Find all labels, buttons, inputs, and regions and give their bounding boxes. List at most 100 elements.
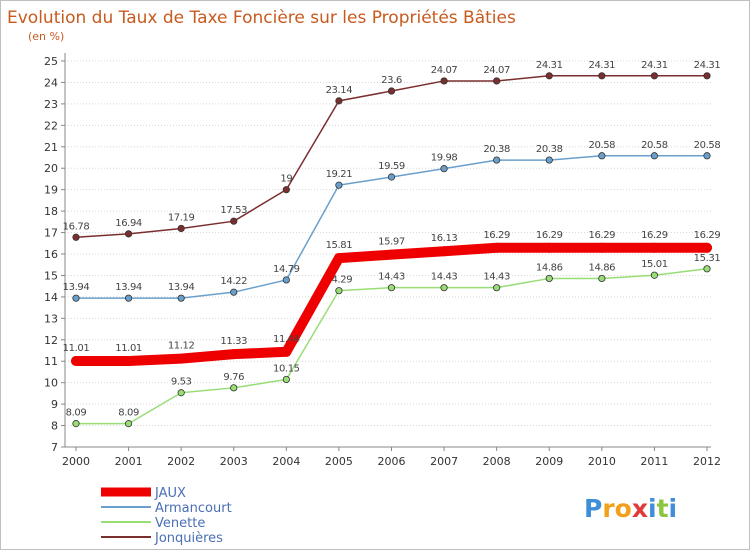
y-tick-label: 10 bbox=[44, 377, 58, 390]
data-label: 11.12 bbox=[168, 341, 195, 352]
data-point bbox=[598, 72, 606, 80]
x-tick-label: 2011 bbox=[640, 455, 668, 468]
y-tick-label: 19 bbox=[44, 184, 58, 197]
axes bbox=[64, 53, 711, 448]
data-label: 14.29 bbox=[326, 275, 353, 286]
data-label: 17.19 bbox=[168, 212, 195, 223]
data-point bbox=[177, 224, 185, 233]
y-tick-label: 22 bbox=[44, 119, 58, 132]
x-tick-label: 2003 bbox=[220, 455, 248, 468]
y-tick-label: 20 bbox=[44, 162, 58, 175]
data-point bbox=[282, 276, 290, 284]
data-point bbox=[282, 375, 290, 384]
data-label: 16.13 bbox=[431, 233, 458, 244]
data-point bbox=[230, 217, 238, 225]
data-label: 20.58 bbox=[641, 140, 668, 151]
data-label: 8.09 bbox=[118, 408, 139, 419]
data-label: 14.86 bbox=[536, 262, 563, 273]
data-label: 14.43 bbox=[431, 272, 458, 283]
y-tick-label: 12 bbox=[44, 334, 58, 347]
x-tick-label: 2006 bbox=[378, 455, 406, 468]
data-point bbox=[282, 186, 290, 194]
x-tick-label: 2007 bbox=[430, 455, 458, 468]
data-label: 16.29 bbox=[483, 230, 510, 241]
data-point bbox=[596, 242, 607, 253]
data-label: 24.31 bbox=[589, 60, 616, 71]
y-axis-label: (en %) bbox=[28, 30, 64, 43]
y-tick-label: 15 bbox=[44, 269, 58, 282]
data-label: 15.01 bbox=[641, 259, 668, 270]
x-tick-label: 2001 bbox=[115, 455, 143, 468]
data-label: 14.43 bbox=[483, 272, 510, 283]
data-label: 13.94 bbox=[168, 282, 195, 293]
proxiti-logo: Proxiti bbox=[584, 494, 677, 523]
x-tick-label: 2012 bbox=[693, 455, 721, 468]
series-venette: 8.09 8.09 9.53 9.76 10.15 14.29 14.43 14.43 14.4… bbox=[66, 253, 721, 428]
data-point bbox=[228, 349, 239, 360]
data-label: 24.31 bbox=[694, 60, 721, 71]
data-label: 11.44 bbox=[273, 334, 300, 345]
x-tick-label: 2000 bbox=[62, 455, 90, 468]
series-armancourt: 13.94 13.94 13.94 14.22 14.79 19.21 19.59 19.98… bbox=[63, 140, 721, 302]
data-point bbox=[335, 287, 343, 295]
data-point bbox=[598, 274, 606, 283]
data-point bbox=[387, 173, 396, 181]
y-tick-label: 8 bbox=[51, 420, 58, 433]
data-point bbox=[72, 420, 80, 428]
y-tick-label: 14 bbox=[44, 291, 58, 304]
data-label: 11.01 bbox=[115, 343, 142, 354]
data-label: 19.98 bbox=[431, 153, 458, 164]
data-label: 23.14 bbox=[326, 85, 353, 96]
y-tick-label: 11 bbox=[44, 355, 58, 368]
data-point bbox=[493, 156, 501, 164]
y-tick-label: 13 bbox=[44, 312, 58, 325]
data-point bbox=[124, 294, 133, 302]
data-point bbox=[177, 389, 185, 397]
y-tick-label: 17 bbox=[44, 227, 58, 240]
data-label: 19.21 bbox=[326, 169, 353, 180]
data-point bbox=[281, 346, 292, 357]
y-tick-label: 21 bbox=[44, 141, 58, 154]
data-point bbox=[703, 72, 711, 80]
data-label: 11.33 bbox=[220, 336, 247, 347]
y-tick-label: 24 bbox=[44, 76, 58, 89]
x-tick-label: 2008 bbox=[483, 455, 511, 468]
data-label: 20.58 bbox=[589, 140, 616, 151]
series-jonqui-res: 16.78 16.94 17.19 17.53 19 23.14 23.6 24.07 24.0… bbox=[63, 60, 721, 241]
data-label: 16.94 bbox=[115, 218, 142, 229]
data-point bbox=[335, 97, 343, 105]
data-point bbox=[72, 233, 80, 241]
x-tick-label: 2002 bbox=[167, 455, 195, 468]
legend-label: JAUX bbox=[154, 486, 186, 501]
data-point bbox=[545, 156, 553, 164]
series-group: 16.78 16.94 17.19 17.53 19 23.14 23.6 24.07 24.0… bbox=[63, 60, 721, 428]
data-point bbox=[72, 294, 80, 302]
data-point bbox=[703, 265, 711, 273]
x-tick-label: 2004 bbox=[272, 455, 300, 468]
x-tick-label: 2009 bbox=[535, 455, 563, 468]
legend-label: Venette bbox=[155, 516, 205, 531]
data-point bbox=[545, 274, 553, 283]
legend-label: Jonquières bbox=[154, 531, 223, 546]
data-label: 19.59 bbox=[378, 161, 405, 172]
x-ticks: 2000 2001 2002 2003 2004 2005 2006 2007 2008 2009… bbox=[62, 447, 721, 468]
logo-text: Proxiti bbox=[584, 494, 677, 523]
data-point bbox=[230, 384, 238, 392]
data-label: 24.31 bbox=[641, 60, 668, 71]
data-label: 11.01 bbox=[63, 343, 90, 354]
data-label: 16.78 bbox=[63, 221, 90, 232]
data-point bbox=[650, 271, 659, 279]
data-point bbox=[650, 152, 659, 160]
data-label: 16.29 bbox=[694, 230, 721, 241]
data-label: 20.38 bbox=[536, 144, 563, 155]
data-point bbox=[703, 152, 711, 160]
data-label: 20.38 bbox=[483, 144, 510, 155]
data-label: 16.29 bbox=[641, 230, 668, 241]
data-label: 14.43 bbox=[378, 272, 405, 283]
y-tick-label: 16 bbox=[44, 248, 58, 261]
data-point bbox=[124, 420, 133, 428]
data-point bbox=[493, 284, 501, 292]
y-tick-label: 18 bbox=[44, 205, 58, 218]
data-label: 15.97 bbox=[378, 237, 405, 248]
